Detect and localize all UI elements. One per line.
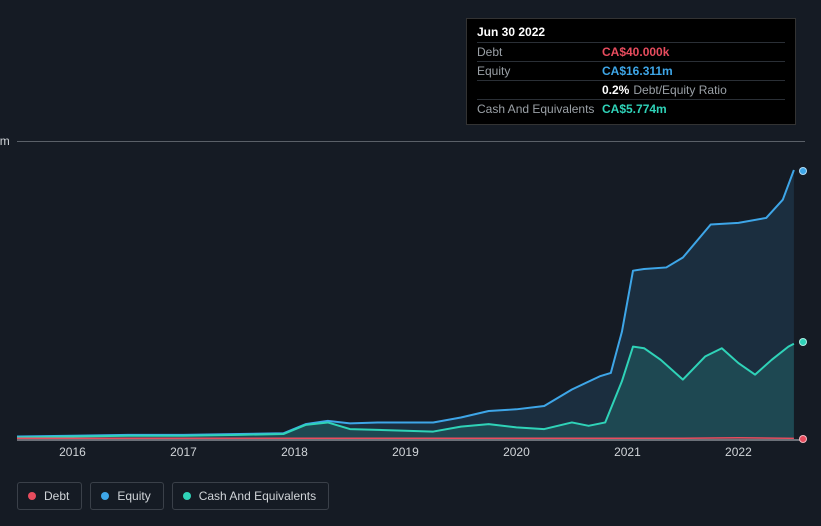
tooltip-row: EquityCA$16.311m <box>477 61 785 80</box>
tooltip-row: 0.2%Debt/Equity Ratio <box>477 80 785 99</box>
chart-svg <box>17 142 805 439</box>
legend-item-debt[interactable]: Debt <box>17 482 82 510</box>
legend-item-label: Cash And Equivalents <box>199 489 316 503</box>
tooltip-row-value: CA$5.774m <box>602 102 667 116</box>
tooltip-row-label <box>477 83 602 97</box>
series-end-marker <box>799 435 807 443</box>
x-axis-tick: 2019 <box>392 445 419 459</box>
series-line-debt <box>17 438 794 439</box>
legend: Debt Equity Cash And Equivalents <box>17 482 329 510</box>
legend-item-label: Equity <box>117 489 150 503</box>
x-axis-tick: 2016 <box>59 445 86 459</box>
chart-plot: CA$18mCA$02016201720182019202020212022 <box>17 141 805 441</box>
tooltip-row-value: CA$40.000k <box>602 45 669 59</box>
legend-dot-icon <box>183 492 191 500</box>
series-end-marker <box>799 338 807 346</box>
legend-dot-icon <box>28 492 36 500</box>
y-axis-label: CA$18m <box>0 134 23 148</box>
y-axis-label: CA$0 <box>0 424 23 438</box>
x-axis-tick: 2018 <box>281 445 308 459</box>
tooltip-row-value: CA$16.311m <box>602 64 673 78</box>
tooltip-row-label: Debt <box>477 45 602 59</box>
x-axis-tick: 2021 <box>614 445 641 459</box>
tooltip-rows: DebtCA$40.000kEquityCA$16.311m0.2%Debt/E… <box>477 42 785 118</box>
legend-item-label: Debt <box>44 489 69 503</box>
x-axis-tick: 2020 <box>503 445 530 459</box>
tooltip-row-label: Equity <box>477 64 602 78</box>
tooltip-row: Cash And EquivalentsCA$5.774m <box>477 99 785 118</box>
tooltip-row-label: Cash And Equivalents <box>477 102 602 116</box>
legend-dot-icon <box>101 492 109 500</box>
legend-item-equity[interactable]: Equity <box>90 482 163 510</box>
tooltip-date: Jun 30 2022 <box>477 25 785 42</box>
legend-item-cash-and-equivalents[interactable]: Cash And Equivalents <box>172 482 329 510</box>
x-axis-tick: 2017 <box>170 445 197 459</box>
series-end-marker <box>799 167 807 175</box>
x-axis-tick: 2022 <box>725 445 752 459</box>
tooltip-row: DebtCA$40.000k <box>477 42 785 61</box>
tooltip-row-value: 0.2%Debt/Equity Ratio <box>602 83 727 97</box>
tooltip-box: Jun 30 2022 DebtCA$40.000kEquityCA$16.31… <box>466 18 796 125</box>
